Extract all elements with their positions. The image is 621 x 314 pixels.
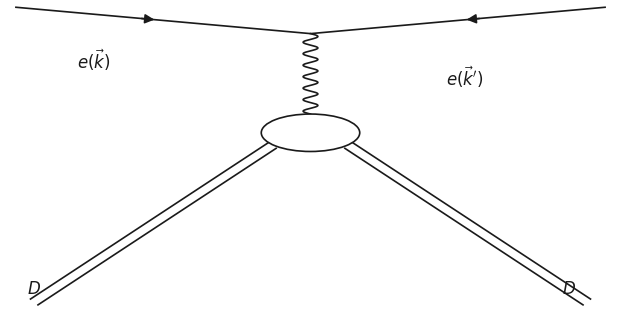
Text: $e(\vec{k}')$: $e(\vec{k}')$ [446, 65, 483, 90]
Text: D: D [563, 280, 576, 298]
Ellipse shape [261, 114, 360, 151]
Text: D: D [27, 280, 40, 298]
Text: $e(\vec{k})$: $e(\vec{k})$ [76, 47, 110, 73]
